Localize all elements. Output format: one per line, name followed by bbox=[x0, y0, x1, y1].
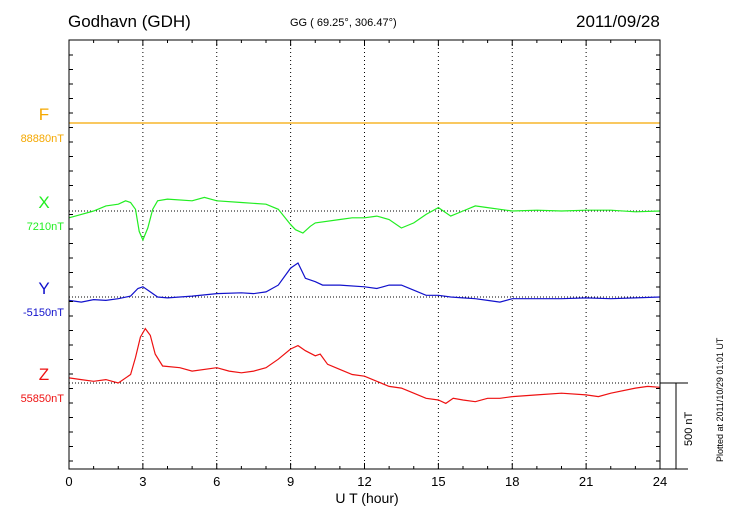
series-label-f: F bbox=[39, 105, 49, 124]
baseline-value-f: 88880nT bbox=[21, 133, 65, 145]
series-label-y: Y bbox=[38, 279, 49, 298]
x-tick-label: 24 bbox=[653, 474, 667, 489]
x-tick-label: 9 bbox=[287, 474, 294, 489]
grid-lines bbox=[69, 40, 660, 469]
x-tick-label: 6 bbox=[213, 474, 220, 489]
baseline-value-x: 7210nT bbox=[27, 221, 65, 233]
scale-bar-label: 500 nT bbox=[683, 411, 695, 446]
geo-coordinates: GG ( 69.25°, 306.47°) bbox=[290, 17, 397, 29]
scale-bar: 500 nT bbox=[660, 382, 695, 470]
series-line-x bbox=[68, 196, 661, 242]
series-label-z: Z bbox=[39, 365, 49, 384]
series-label-x: X bbox=[38, 193, 49, 212]
x-tick-label: 15 bbox=[431, 474, 445, 489]
plot-series bbox=[68, 122, 661, 405]
series-line-z bbox=[68, 327, 661, 405]
x-tick-label: 3 bbox=[139, 474, 146, 489]
axis-labels: 0 3 6 9 12 15 18 21 24 F 88880nT X 7210nT Y -5150nT Z 55… bbox=[21, 105, 668, 489]
x-tick-label: 21 bbox=[579, 474, 593, 489]
x-tick-label: 18 bbox=[505, 474, 519, 489]
series-line-y bbox=[68, 262, 661, 303]
x-axis-title: U T (hour) bbox=[335, 490, 398, 506]
date-label: 2011/09/28 bbox=[576, 12, 660, 31]
station-title: Godhavn (GDH) bbox=[68, 12, 191, 31]
plotted-timestamp: Plotted at 2011/10/29 01:01 UT bbox=[715, 337, 725, 462]
baseline-value-z: 55850nT bbox=[21, 393, 65, 405]
baseline-value-y: -5150nT bbox=[23, 307, 64, 319]
x-tick-label: 12 bbox=[357, 474, 371, 489]
axis-ticks bbox=[68, 40, 661, 469]
x-tick-label: 0 bbox=[65, 474, 72, 489]
